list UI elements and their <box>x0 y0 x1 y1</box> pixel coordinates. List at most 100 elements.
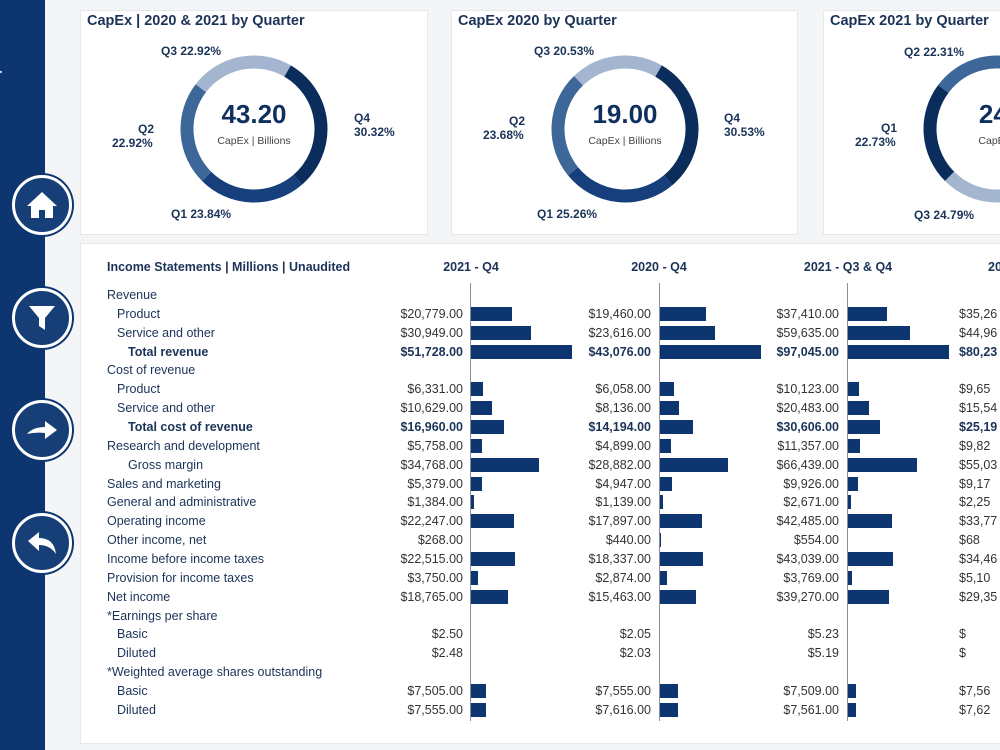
value-bar[interactable] <box>660 325 716 340</box>
value-bar[interactable] <box>660 401 680 416</box>
value-bar[interactable] <box>848 401 870 416</box>
donut-slice-q3[interactable] <box>945 171 1000 203</box>
arrow-right-icon <box>27 421 57 439</box>
value-bar[interactable] <box>848 306 887 321</box>
value-bar[interactable] <box>848 552 893 567</box>
cell-value: $9,926.00 <box>783 476 839 491</box>
bar-axis <box>470 283 471 721</box>
cell-value: $37,410.00 <box>776 306 839 321</box>
value-bar[interactable] <box>660 420 694 435</box>
value-bar[interactable] <box>471 457 539 472</box>
donut-center-value: 19.00 <box>592 99 658 129</box>
value-bar[interactable] <box>471 401 492 416</box>
value-bar[interactable] <box>848 684 856 699</box>
label-q3: Q3 24.79% <box>914 208 975 222</box>
cell-value: $30,606.00 <box>776 420 839 435</box>
cell-value: $51,728.00 <box>400 344 463 359</box>
value-bar[interactable] <box>848 438 860 453</box>
donut-slice-q4[interactable] <box>655 65 699 186</box>
back-button[interactable] <box>12 513 72 573</box>
value-bar[interactable] <box>660 514 702 529</box>
cell-value: $7,555.00 <box>595 684 651 699</box>
cell-value: $268.00 <box>417 533 463 548</box>
cell-value: $8,136.00 <box>595 401 651 416</box>
cell-value: $5.23 <box>807 627 839 642</box>
value-bar[interactable] <box>848 344 949 359</box>
value-bar[interactable] <box>660 702 678 717</box>
value-bar[interactable] <box>660 589 697 604</box>
value-bar[interactable] <box>848 476 859 491</box>
value-bar[interactable] <box>848 570 852 585</box>
cell-value: $20,483.00 <box>776 401 839 416</box>
value-bar[interactable] <box>848 457 918 472</box>
cell-value: $4,899.00 <box>595 438 651 453</box>
donut-slice-q2[interactable] <box>551 76 584 176</box>
cell-value: $29,35 <box>959 589 998 604</box>
card-title: CapEx 2020 by Quarter <box>458 13 617 29</box>
cell-value: $2.05 <box>619 627 651 642</box>
forward-button[interactable] <box>12 400 72 460</box>
label-q2: Q2 <box>138 122 155 136</box>
value-bar[interactable] <box>848 382 859 397</box>
value-bar[interactable] <box>471 306 512 321</box>
value-bar[interactable] <box>660 684 678 699</box>
donut-slice-q4[interactable] <box>284 65 328 185</box>
cell-value: $28,882.00 <box>588 457 651 472</box>
value-bar[interactable] <box>848 514 893 529</box>
home-button[interactable] <box>12 175 72 235</box>
bar-axis <box>659 283 660 721</box>
value-bar[interactable] <box>660 552 703 567</box>
donut-slice-q1[interactable] <box>923 84 955 181</box>
value-bar[interactable] <box>471 589 508 604</box>
value-bar[interactable] <box>660 495 663 510</box>
cell-value: $10,123.00 <box>776 382 839 397</box>
capex-donut-chart <box>923 55 1000 203</box>
row-label: Net income <box>107 589 171 604</box>
value-bar[interactable] <box>660 306 706 321</box>
value-bar[interactable] <box>471 552 515 567</box>
cell-value: $5,10 <box>959 570 991 585</box>
value-bar[interactable] <box>660 457 728 472</box>
donut-slice-q2[interactable] <box>938 55 1000 93</box>
value-bar[interactable] <box>660 438 672 453</box>
cell-value: $ <box>959 627 966 642</box>
value-bar[interactable] <box>471 570 479 585</box>
donut-slice-q3[interactable] <box>195 55 291 93</box>
value-bar[interactable] <box>660 533 662 548</box>
donut-slice-q3[interactable] <box>574 55 662 86</box>
value-bar[interactable] <box>848 589 889 604</box>
value-bar[interactable] <box>471 684 486 699</box>
cell-value: $18,765.00 <box>400 589 463 604</box>
value-bar[interactable] <box>848 495 851 510</box>
value-bar[interactable] <box>660 570 667 585</box>
value-bar[interactable] <box>848 325 911 340</box>
value-bar[interactable] <box>660 344 761 359</box>
value-bar[interactable] <box>471 420 505 435</box>
row-label: *Weighted average shares outstanding <box>107 665 323 680</box>
value-bar[interactable] <box>471 702 486 717</box>
value-bar[interactable] <box>471 438 483 453</box>
cell-value: $2.03 <box>619 646 651 661</box>
value-bar[interactable] <box>471 514 515 529</box>
donut-slice-q1[interactable] <box>568 167 673 203</box>
donut-slice-q1[interactable] <box>202 171 303 203</box>
cell-value: $5,379.00 <box>407 476 463 491</box>
value-bar[interactable] <box>471 344 572 359</box>
column-header: 20 <box>988 260 1000 274</box>
row-label: Service and other <box>117 325 215 340</box>
cell-value: $554.00 <box>793 533 839 548</box>
donut-slice-q2[interactable] <box>180 84 212 181</box>
value-bar[interactable] <box>471 325 532 340</box>
filter-button[interactable] <box>12 288 72 348</box>
value-bar[interactable] <box>660 382 675 397</box>
cell-value: $10,629.00 <box>400 401 463 416</box>
row-label: Operating income <box>107 514 206 529</box>
value-bar[interactable] <box>471 495 474 510</box>
value-bar[interactable] <box>660 476 672 491</box>
value-bar[interactable] <box>471 382 484 397</box>
value-bar[interactable] <box>848 420 880 435</box>
label-q3: Q3 20.53% <box>534 44 595 58</box>
value-bar[interactable] <box>848 702 856 717</box>
row-label: *Earnings per share <box>107 608 218 623</box>
value-bar[interactable] <box>471 476 482 491</box>
